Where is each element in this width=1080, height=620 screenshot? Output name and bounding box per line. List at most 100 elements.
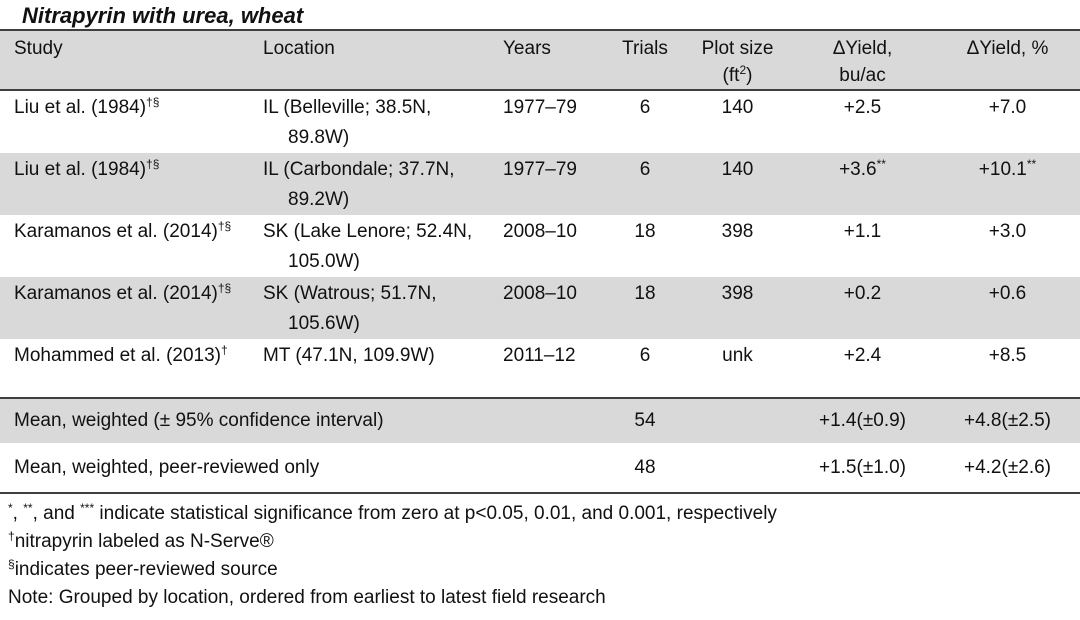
yield-pct-value: +3.0 (988, 221, 1027, 242)
cell-trials: 48 (634, 456, 656, 478)
table-row: Karamanos et al. (2014)†§ SK (Watrous; 5… (0, 277, 1080, 339)
cell-trials: 6 (639, 345, 651, 366)
yield-bu-value: +3.6 (839, 159, 877, 180)
summary-row-peer-reviewed-mean: Mean, weighted, peer-reviewed only 48 +1… (0, 443, 1080, 493)
footnotes: *, **, and *** indicate statistical sign… (8, 500, 1080, 612)
section-marker: § (8, 557, 15, 571)
cell-trials: 6 (639, 97, 651, 118)
dagger-marker: † (8, 529, 15, 543)
double-asterisk-marker: ** (23, 501, 33, 515)
table-title: Nitrapyrin with urea, wheat (22, 3, 304, 28)
study-citation: Liu et al. (1984) (14, 159, 147, 180)
cell-years: 1977–79 (503, 97, 577, 118)
cell-trials: 6 (639, 159, 651, 180)
footnote-note: Note: Grouped by location, ordered from … (8, 587, 606, 608)
footnote-text: , and (32, 503, 81, 524)
cell-plot-size-empty (685, 443, 790, 493)
cell-yield-bu: +1.5(±1.0) (818, 456, 906, 478)
yield-pct-value: +0.6 (988, 283, 1027, 304)
yield-pct-value: +8.5 (988, 345, 1027, 366)
cell-study: Karamanos et al. (2014)†§ (0, 277, 250, 339)
cell-plot-size: 140 (721, 97, 754, 118)
cell-plot-size: 398 (721, 221, 754, 242)
study-citation: Karamanos et al. (2014) (14, 283, 218, 304)
yield-bu-label-line1: ΔYield, (832, 38, 893, 59)
yield-bu-label-line2: bu/ac (839, 65, 886, 86)
cell-location: SK (Watrous; 51.7N, 105.6W) (263, 283, 437, 334)
significance-marker: ** (1026, 157, 1037, 171)
cell-trials: 18 (634, 221, 656, 242)
study-citation: Liu et al. (1984) (14, 97, 147, 118)
footnote-marker: †§ (217, 281, 232, 295)
cell-plot-size-empty (685, 398, 790, 443)
cell-location: SK (Lake Lenore; 52.4N, 105.0W) (263, 221, 473, 272)
table-row: Liu et al. (1984)†§ IL (Belleville; 38.5… (0, 90, 1080, 153)
footnote-marker: † (221, 343, 228, 357)
triple-asterisk-marker: *** (80, 501, 95, 515)
table-row: Mohammed et al. (2013)† MT (47.1N, 109.9… (0, 339, 1080, 398)
column-header-trials: Trials (622, 38, 668, 59)
cell-yield-pct: +4.2(±2.6) (963, 456, 1051, 478)
cell-trials: 54 (634, 410, 656, 431)
cell-years: 2011–12 (503, 345, 576, 366)
cell-yield-pct: +10.1** (935, 153, 1080, 215)
cell-yield-pct: +4.8(±2.5) (963, 410, 1051, 431)
column-header-yield-bu: ΔYield, bu/ac (790, 30, 935, 90)
cell-location: IL (Belleville; 38.5N, 89.8W) (263, 97, 432, 148)
cell-location: IL (Carbondale; 37.7N, 89.2W) (263, 159, 455, 210)
cell-yield-bu: +1.4(±0.9) (818, 410, 906, 431)
header-row: Study Location Years Trials Plot size (ft… (0, 30, 1080, 90)
study-citation: Karamanos et al. (2014) (14, 221, 218, 242)
plot-size-unit-open: (ft (722, 65, 740, 86)
yield-pct-value: +10.1 (978, 159, 1027, 180)
cell-study: Mohammed et al. (2013)† (0, 339, 250, 398)
yield-bu-value: +2.5 (843, 97, 882, 118)
table-row: Liu et al. (1984)†§ IL (Carbondale; 37.7… (0, 153, 1080, 215)
study-citation: Mohammed et al. (2013) (14, 345, 221, 366)
cell-summary-label: Mean, weighted, peer-reviewed only (14, 456, 320, 478)
summary-row-weighted-mean: Mean, weighted (± 95% confidence interva… (0, 398, 1080, 443)
cell-yield-bu: +2.5 (790, 90, 935, 153)
study-results-table: Study Location Years Trials Plot size (ft… (0, 29, 1080, 494)
cell-summary-label: Mean, weighted (± 95% confidence interva… (14, 410, 384, 431)
footnote-marker: †§ (217, 219, 232, 233)
footnote-significance: *, **, and *** indicate statistical sign… (8, 500, 1080, 528)
plot-size-unit-exponent: 2 (739, 63, 747, 77)
footnote-marker: †§ (146, 95, 160, 109)
column-header-plot-size: Plot size (ft2) (685, 30, 790, 90)
cell-yield-bu: +1.1 (790, 215, 935, 277)
yield-bu-value: +0.2 (843, 283, 882, 304)
column-header-location: Location (263, 38, 335, 59)
cell-years: 2008–10 (503, 221, 577, 242)
column-header-years: Years (503, 38, 551, 59)
footnote-marker: †§ (146, 157, 160, 171)
yield-bu-value: +2.4 (843, 345, 882, 366)
footnote-section: §indicates peer-reviewed source (8, 556, 1080, 584)
cell-plot-size: 398 (721, 283, 754, 304)
cell-years: 2008–10 (503, 283, 577, 304)
cell-yield-pct: +7.0 (935, 90, 1080, 153)
footnote-text: nitrapyrin labeled as N-Serve® (14, 531, 274, 552)
cell-yield-pct: +3.0 (935, 215, 1080, 277)
cell-yield-bu: +3.6** (790, 153, 935, 215)
cell-yield-pct: +0.6 (935, 277, 1080, 339)
cell-yield-bu: +2.4 (790, 339, 935, 398)
cell-plot-size: 140 (721, 159, 754, 180)
cell-study: Liu et al. (1984)†§ (0, 153, 250, 215)
footnote-text: indicate statistical significance from z… (94, 503, 777, 524)
footnote-dagger: †nitrapyrin labeled as N-Serve® (8, 528, 1080, 556)
yield-bu-value: +1.1 (843, 221, 882, 242)
column-header-yield-pct: ΔYield, % (966, 38, 1049, 59)
cell-trials: 18 (634, 283, 656, 304)
table-row: Karamanos et al. (2014)†§ SK (Lake Lenor… (0, 215, 1080, 277)
plot-size-unit-close: ) (746, 65, 753, 86)
cell-study: Liu et al. (1984)†§ (0, 90, 250, 153)
significance-marker: ** (876, 157, 886, 171)
cell-years: 1977–79 (503, 159, 577, 180)
column-header-study: Study (14, 38, 63, 59)
cell-study: Karamanos et al. (2014)†§ (0, 215, 250, 277)
yield-pct-value: +7.0 (988, 97, 1027, 118)
cell-yield-pct: +8.5 (935, 339, 1080, 398)
cell-yield-bu: +0.2 (790, 277, 935, 339)
asterisk-marker: * (8, 501, 13, 515)
